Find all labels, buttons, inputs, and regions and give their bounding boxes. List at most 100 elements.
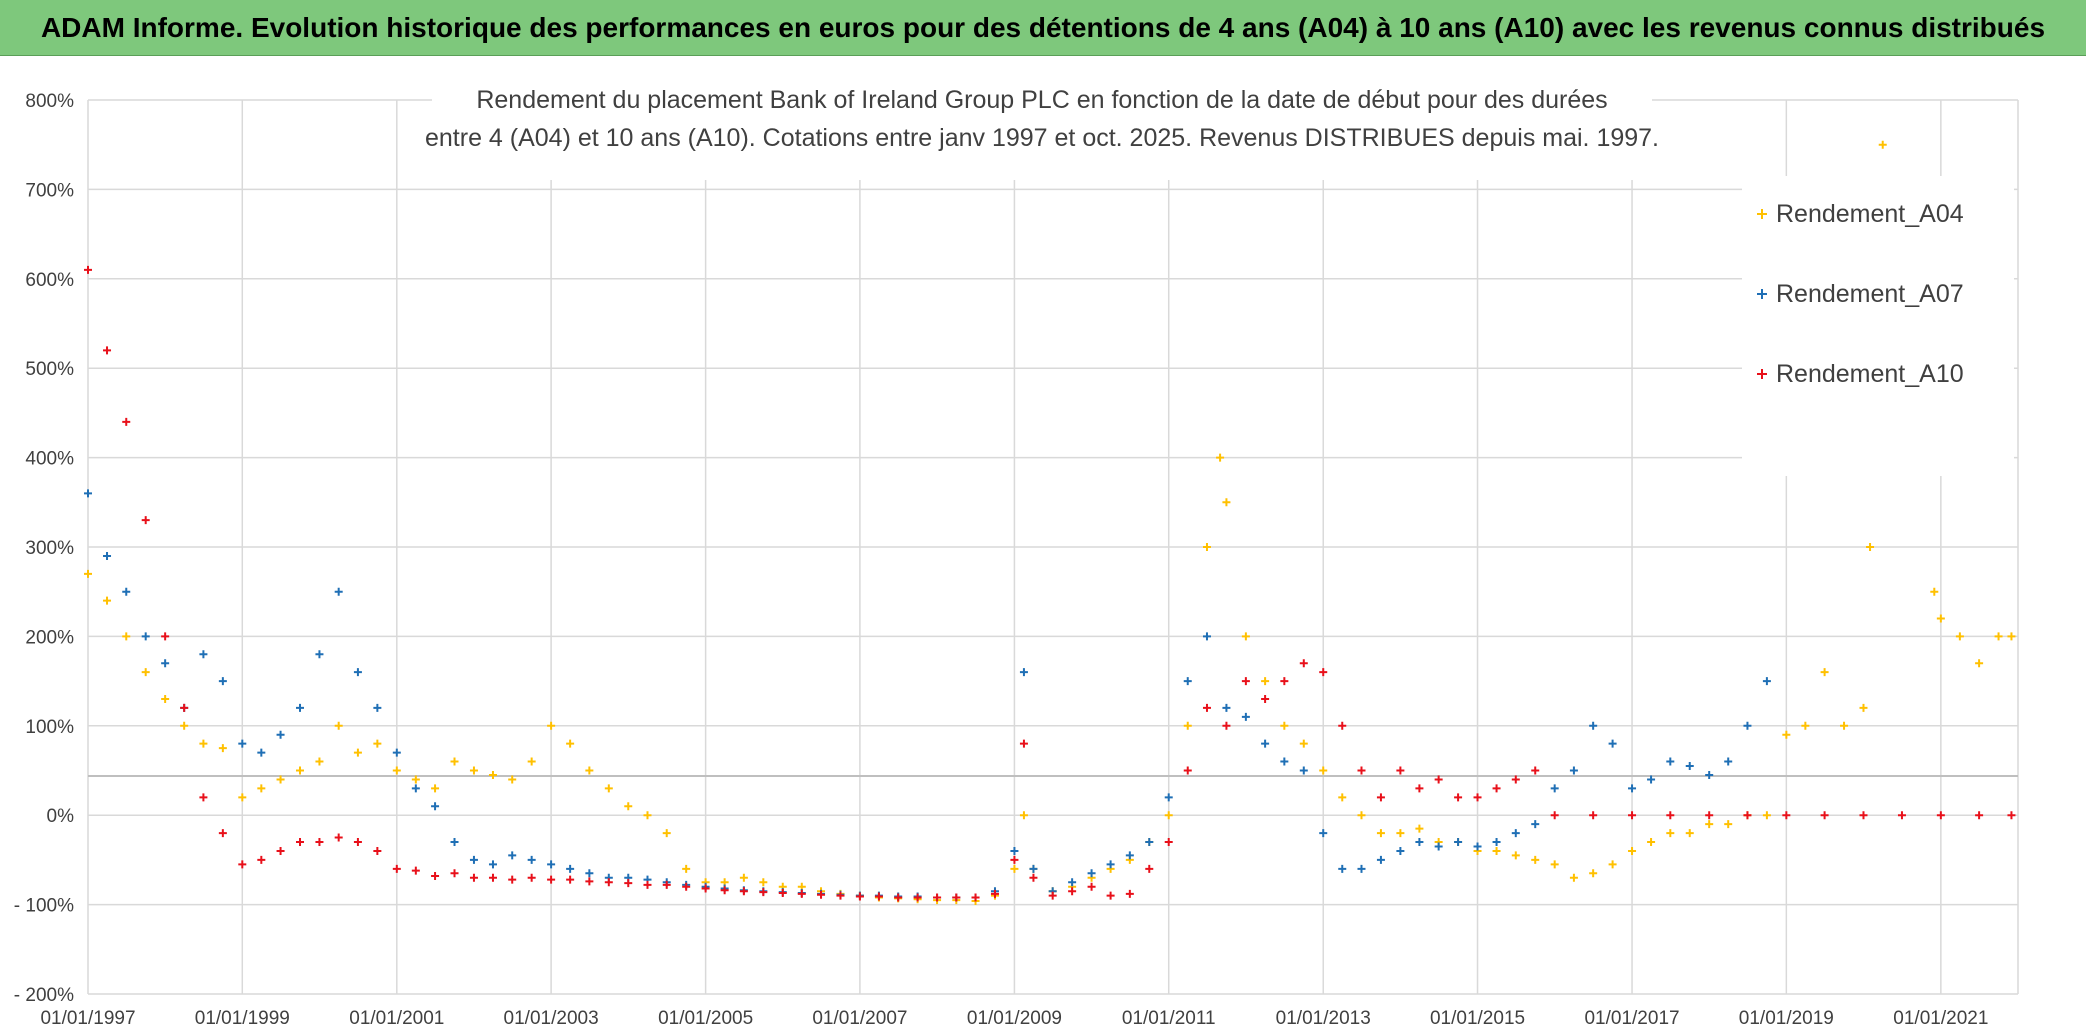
data-point	[624, 802, 633, 811]
y-tick-label: 800%	[25, 91, 74, 112]
x-tick-label: 01/01/2017	[1584, 1008, 1679, 1029]
data-point	[547, 721, 556, 730]
data-point	[218, 677, 227, 686]
data-point	[1216, 453, 1225, 462]
data-point	[431, 871, 440, 880]
data-point	[1724, 820, 1733, 829]
data-point	[296, 703, 305, 712]
data-point	[1531, 855, 1540, 864]
data-point	[1106, 860, 1115, 869]
data-point	[1261, 694, 1270, 703]
data-point	[1299, 739, 1308, 748]
x-tick-label: 01/01/2021	[1893, 1008, 1988, 1029]
data-point	[257, 748, 266, 757]
data-point	[1866, 543, 1875, 551]
data-point	[1511, 775, 1520, 784]
data-point	[469, 873, 478, 882]
x-tick-label: 01/01/2015	[1430, 1008, 1525, 1029]
data-point	[1087, 882, 1096, 891]
data-point	[1106, 891, 1115, 900]
y-tick-label: 600%	[25, 270, 74, 291]
data-point	[161, 694, 170, 703]
y-tick-label: 400%	[25, 449, 74, 470]
legend-entry: Rendement_A10	[1776, 360, 1964, 388]
data-point	[604, 784, 613, 793]
y-tick-label: 200%	[25, 627, 74, 648]
data-point	[1936, 811, 1945, 820]
data-point	[1685, 762, 1694, 771]
data-point	[2007, 811, 2016, 820]
data-point	[296, 838, 305, 847]
data-point	[84, 569, 92, 578]
data-point	[1183, 766, 1192, 775]
data-point	[1511, 851, 1520, 860]
x-tick-label: 01/01/2013	[1276, 1008, 1371, 1029]
data-point	[585, 869, 594, 878]
data-point	[276, 775, 285, 784]
data-point	[527, 873, 536, 882]
data-point	[1357, 766, 1366, 775]
data-point	[817, 890, 826, 899]
chart-title-line-2: entre 4 (A04) et 10 ans (A10). Cotations…	[425, 124, 1659, 152]
data-point	[1357, 811, 1366, 820]
data-point	[1762, 811, 1771, 820]
data-point	[894, 893, 903, 902]
x-axis-ticks: 01/01/1997 01/01/1999 01/01/2001 01/01/2003…	[40, 1008, 1988, 1029]
data-point	[1647, 838, 1656, 847]
y-tick-label: 500%	[25, 359, 74, 380]
data-point	[1975, 659, 1984, 668]
banner-title: ADAM Informe. Evolution historique des p…	[40, 11, 2046, 43]
data-point	[1183, 721, 1192, 730]
data-point	[1569, 766, 1578, 775]
data-point	[797, 889, 806, 898]
data-point	[1357, 864, 1366, 873]
data-point	[469, 855, 478, 864]
data-point	[161, 659, 170, 668]
data-point	[257, 784, 266, 793]
data-point	[1608, 860, 1617, 869]
data-point	[488, 770, 497, 779]
data-point	[353, 748, 362, 757]
data-point	[1299, 766, 1308, 775]
data-point	[1145, 864, 1154, 873]
data-point	[334, 833, 343, 842]
data-point	[1164, 793, 1173, 802]
data-point	[855, 892, 864, 901]
data-point	[315, 650, 324, 659]
data-point	[450, 869, 459, 878]
data-point	[392, 864, 401, 873]
data-point	[624, 879, 633, 888]
data-point	[1589, 721, 1598, 730]
data-point	[1010, 846, 1019, 855]
data-point	[315, 838, 324, 847]
data-point	[411, 775, 420, 784]
data-point	[1019, 811, 1028, 820]
data-point	[1241, 712, 1250, 721]
data-point	[1608, 739, 1617, 748]
data-point	[1511, 829, 1520, 838]
data-point	[547, 860, 556, 869]
legend-entry: Rendement_A07	[1776, 280, 1964, 308]
data-point	[199, 793, 208, 802]
data-point	[1589, 869, 1598, 878]
legend-marker	[1757, 369, 1767, 379]
data-point	[1473, 793, 1482, 802]
data-point	[122, 417, 131, 426]
data-point	[990, 889, 999, 898]
data-point	[1338, 721, 1347, 730]
data-point	[1338, 864, 1347, 873]
data-point	[527, 855, 536, 864]
data-point	[180, 703, 189, 712]
data-point	[1241, 632, 1250, 641]
data-point	[1434, 775, 1443, 784]
data-point	[1975, 811, 1984, 820]
data-point	[1376, 855, 1385, 864]
data-point	[1994, 632, 2003, 641]
y-axis-ticks: - 200% - 100% 0% 100% 200% 300% 400% 500% 600% 70…	[14, 91, 74, 1006]
data-point	[682, 864, 691, 873]
data-point	[1202, 703, 1211, 712]
data-point	[103, 596, 112, 605]
data-point	[1068, 887, 1077, 896]
data-point	[373, 739, 382, 748]
data-point	[1705, 820, 1714, 829]
